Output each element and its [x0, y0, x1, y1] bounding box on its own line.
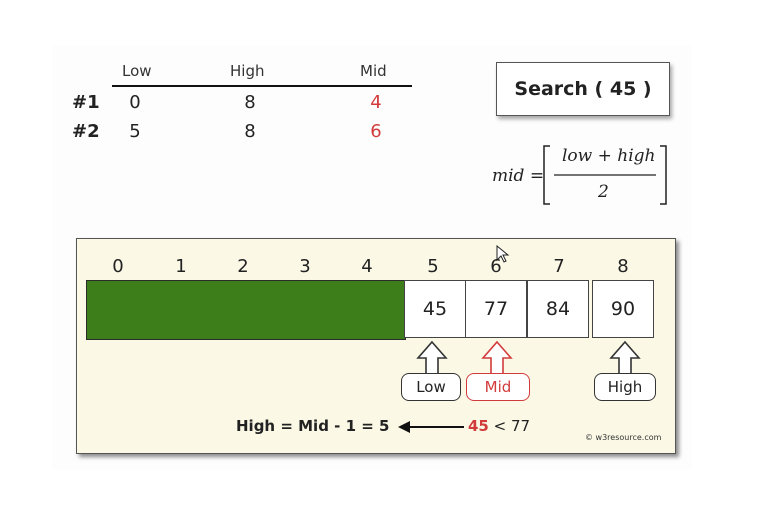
- array-index-6: 6: [490, 256, 502, 277]
- high-pointer-label: High: [607, 378, 643, 396]
- low-pointer-label: Low: [416, 378, 446, 396]
- array-index-5: 5: [427, 256, 439, 277]
- header-low: Low: [122, 62, 152, 80]
- array-cell-8: 90: [592, 280, 654, 338]
- mid-formula: mid = low + high 2: [490, 140, 690, 210]
- row1-mid: 4: [370, 92, 382, 113]
- array-index-7: 7: [553, 256, 565, 277]
- formula-numerator: low + high: [562, 146, 656, 166]
- array-index-3: 3: [299, 256, 311, 277]
- array-index-4: 4: [361, 256, 373, 277]
- search-box-text: Search ( 45 ): [514, 78, 652, 100]
- mid-pointer-label: Mid: [484, 378, 512, 396]
- high-pointer-tag: High: [594, 373, 656, 401]
- row1-low: 0: [129, 92, 141, 113]
- array-cell-5: 45: [404, 280, 466, 338]
- row1-high: 8: [244, 92, 256, 113]
- comparison: 45 < 77: [468, 417, 530, 435]
- copyright: © w3resource.com: [585, 433, 662, 442]
- mid-pointer-tag: Mid: [466, 373, 530, 401]
- mouse-cursor-icon: [496, 245, 510, 263]
- array-panel: [76, 238, 676, 454]
- header-high: High: [230, 62, 265, 80]
- row2-high: 8: [244, 121, 256, 142]
- row-label-2: #2: [72, 121, 100, 142]
- array-index-2: 2: [237, 256, 249, 277]
- comparison-target: 45: [468, 417, 489, 435]
- array-index-0: 0: [112, 256, 124, 277]
- array-index-8: 8: [617, 256, 629, 277]
- formula-denominator: 2: [598, 182, 609, 202]
- left-arrow-icon: [398, 421, 464, 433]
- table-header-rule: [112, 85, 412, 87]
- row2-mid: 6: [370, 121, 382, 142]
- low-pointer-tag: Low: [401, 373, 461, 401]
- formula-brackets: [543, 145, 667, 205]
- array-cell-6: 77: [465, 280, 527, 338]
- search-box: Search ( 45 ): [496, 62, 670, 116]
- eliminated-range: [86, 280, 406, 340]
- formula-lhs: mid =: [492, 166, 545, 186]
- array-cell-7: 84: [527, 280, 589, 338]
- array-index-1: 1: [175, 256, 187, 277]
- header-mid: Mid: [360, 62, 387, 80]
- row2-low: 5: [129, 121, 141, 142]
- comparison-rest: < 77: [493, 417, 531, 435]
- row-label-1: #1: [72, 92, 100, 113]
- high-update-equation: High = Mid - 1 = 5: [236, 417, 390, 435]
